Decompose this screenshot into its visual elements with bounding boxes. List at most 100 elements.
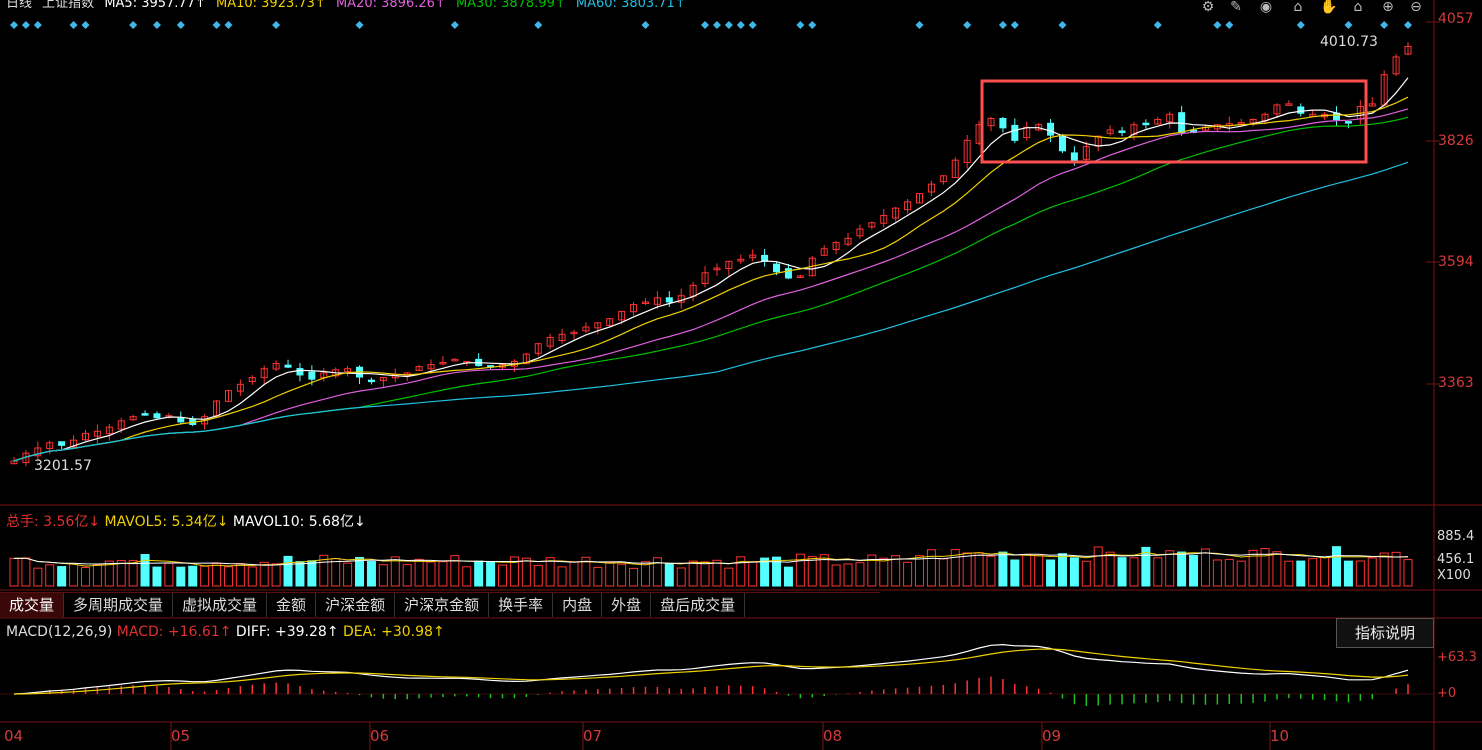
volume-bar: [569, 561, 579, 587]
candle-body: [999, 118, 1007, 129]
high-annotation: 4010.73: [1320, 34, 1378, 50]
volume-bar: [69, 563, 79, 587]
candle-body: [308, 371, 316, 380]
volume-bar: [200, 565, 210, 587]
candle-body: [1047, 122, 1055, 136]
tab-outer[interactable]: 外盘: [602, 593, 652, 617]
tab-virtual-volume[interactable]: 虚拟成交量: [173, 593, 268, 617]
candle-body: [1297, 106, 1305, 114]
settings-icon[interactable]: ⚙: [1201, 0, 1215, 15]
volume-bar: [1046, 559, 1056, 587]
candle-body: [713, 267, 721, 271]
candle-body: [451, 358, 459, 362]
candle-body: [594, 322, 602, 329]
volume-bar: [271, 563, 281, 587]
volume-bar: [1272, 551, 1282, 587]
ma20-label: MA20: 3896.26↑: [335, 0, 446, 11]
candle-body: [641, 301, 649, 304]
candle-body: [1237, 122, 1245, 125]
period-label[interactable]: 日线: [6, 0, 33, 11]
ma20-line: [13, 108, 1409, 462]
tab-sh-sz-amount[interactable]: 沪深金额: [316, 593, 396, 617]
zoom-out-icon[interactable]: ⊖: [1410, 0, 1422, 15]
volume-bar: [390, 556, 400, 587]
mavol10-line: [13, 552, 1409, 566]
tab-sh-sz-bj-amount[interactable]: 沪深京金额: [395, 593, 490, 617]
volume-bar: [795, 553, 805, 587]
volume-bar: [450, 555, 460, 587]
macd-axis-label: +0: [1437, 686, 1457, 701]
volume-bar: [21, 557, 31, 587]
tab-volume[interactable]: 成交量: [0, 593, 65, 617]
candle-body: [892, 207, 900, 219]
candle-body: [1344, 121, 1352, 124]
volume-bar: [783, 566, 793, 587]
indicator-help-button[interactable]: 指标说明: [1336, 618, 1434, 648]
month-label: 10: [1270, 727, 1290, 745]
event-diamond: [69, 21, 78, 29]
event-diamond: [21, 21, 30, 29]
volume-bar: [581, 556, 591, 587]
candle-body: [70, 439, 78, 448]
candle-body: [558, 333, 566, 342]
event-diamond: [641, 21, 650, 29]
bank-icon[interactable]: ⌂: [1293, 0, 1303, 15]
candle-body: [344, 368, 352, 373]
candle-body: [1058, 136, 1066, 152]
candle-body: [796, 275, 804, 278]
volume-bar: [402, 564, 412, 587]
month-label: 09: [1042, 727, 1062, 745]
month-label: 05: [171, 727, 191, 745]
event-diamond: [915, 21, 924, 29]
candle-body: [1285, 103, 1293, 106]
tab-inner[interactable]: 内盘: [553, 593, 603, 617]
hand-icon[interactable]: ✋: [1320, 0, 1338, 15]
volume-bar: [1153, 557, 1163, 587]
volume-bar: [1069, 557, 1079, 587]
tab-amount[interactable]: 金额: [267, 593, 317, 617]
candle-body: [260, 368, 268, 379]
volume-bar: [533, 564, 543, 587]
macd-header: MACD(12,26,9) MACD: +16.61↑ DIFF: +39.28…: [6, 624, 445, 640]
event-diamond: [224, 21, 233, 29]
volume-bar: [772, 556, 782, 587]
volume-bar: [974, 552, 984, 587]
month-label: 06: [370, 727, 390, 745]
ma30-line: [13, 116, 1409, 462]
volume-bar: [1367, 557, 1377, 587]
volume-bar: [438, 561, 448, 587]
event-diamond: [712, 21, 721, 29]
candle-body: [546, 336, 554, 347]
volume-bar: [116, 560, 126, 587]
volume-bar: [950, 549, 960, 587]
volume-bar: [915, 555, 925, 587]
ma10-line: [13, 96, 1409, 462]
home-icon[interactable]: ⌂: [1353, 0, 1363, 15]
event-diamond: [272, 21, 281, 29]
zoom-in-icon[interactable]: ⊕: [1382, 0, 1394, 15]
volume-axis-label: 885.4: [1437, 529, 1475, 544]
event-diamond: [152, 21, 161, 29]
candle-body: [272, 363, 280, 370]
candle-body: [439, 361, 447, 365]
candle-body: [820, 248, 828, 256]
eye-icon[interactable]: ◉: [1259, 0, 1273, 15]
event-diamond: [701, 21, 710, 29]
tab-multi-period-volume[interactable]: 多周期成交量: [64, 593, 174, 617]
candle-body: [582, 326, 590, 332]
candle-body: [1118, 130, 1126, 133]
volume-bar: [819, 554, 829, 587]
volume-bar: [831, 564, 841, 587]
tab-turnover[interactable]: 换手率: [489, 593, 554, 617]
candle-body: [1106, 129, 1114, 134]
volume-bar: [1081, 560, 1091, 587]
candle-body: [296, 368, 304, 376]
volume-bar: [938, 558, 948, 587]
event-diamond: [1225, 21, 1234, 29]
diff-line: [13, 643, 1409, 695]
candle-body: [1273, 104, 1281, 115]
tab-after-hours[interactable]: 盘后成交量: [651, 593, 746, 617]
volume-bar: [331, 558, 341, 587]
pen-icon[interactable]: ✎: [1230, 0, 1242, 15]
